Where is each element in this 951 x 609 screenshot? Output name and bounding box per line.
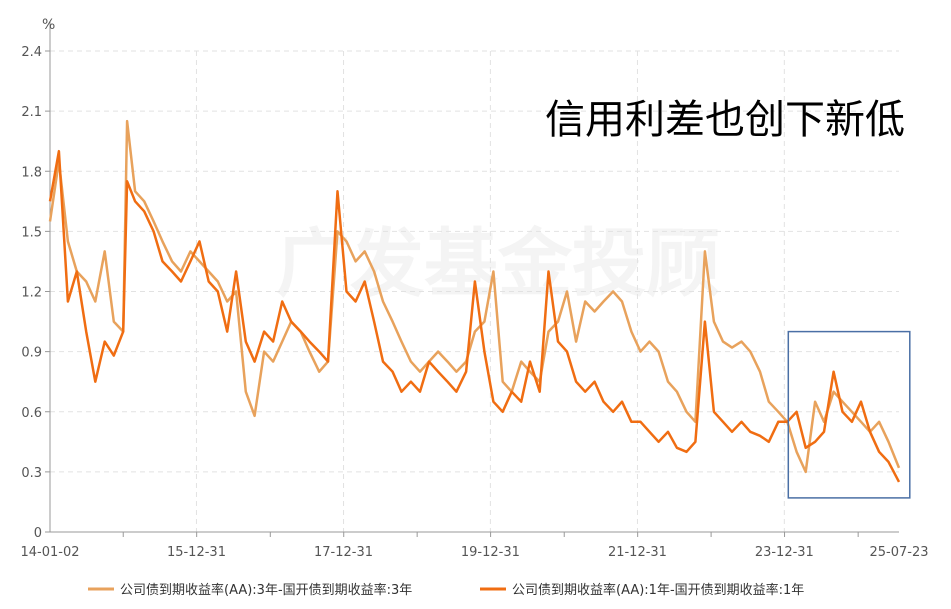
y-tick-label: 0.3 (21, 466, 42, 481)
y-tick-label: 1.2 (21, 286, 42, 301)
x-tick-label: 14-01-02 (20, 545, 79, 560)
y-tick-label: 0.6 (21, 406, 42, 421)
legend: 公司债到期收益率(AA):3年-国开债到期收益率:3年 公司债到期收益率(AA):… (88, 582, 804, 598)
chart-headline: 信用利差也创下新低 (545, 97, 905, 143)
series-line-1 (48, 119, 901, 474)
x-tick-label: 21-12-31 (608, 545, 667, 560)
legend-label-1: 公司债到期收益率(AA):3年-国开债到期收益率:3年 (120, 582, 412, 598)
axes: 0 0.3 0.6 0.9 1.2 1.5 1.8 2.1 2.4 14-01-02 15-12-3… (20, 21, 929, 560)
series-lines (48, 119, 901, 483)
x-tick-label: 25-07-23 (869, 545, 928, 560)
legend-label-2: 公司债到期收益率(AA):1年-国开债到期收益率:1年 (512, 582, 804, 598)
series-line-2 (48, 149, 901, 483)
y-tick-label: 1.8 (21, 165, 42, 180)
y-tick-label: 2.1 (21, 105, 42, 120)
y-unit-label: % (42, 17, 55, 33)
x-tick-label: 23-12-31 (755, 545, 814, 560)
x-tick-label: 15-12-31 (167, 545, 226, 560)
y-tick-label: 1.5 (21, 225, 42, 240)
watermark-text: 广发基金投顾 (276, 221, 720, 307)
y-tick-label: 0.9 (21, 346, 42, 361)
y-tick-label: 2.4 (21, 45, 42, 60)
highlight-box (787, 330, 911, 499)
y-tick-label: 0 (34, 526, 42, 541)
x-tick-label: 19-12-31 (461, 545, 520, 560)
x-tick-label: 17-12-31 (314, 545, 373, 560)
